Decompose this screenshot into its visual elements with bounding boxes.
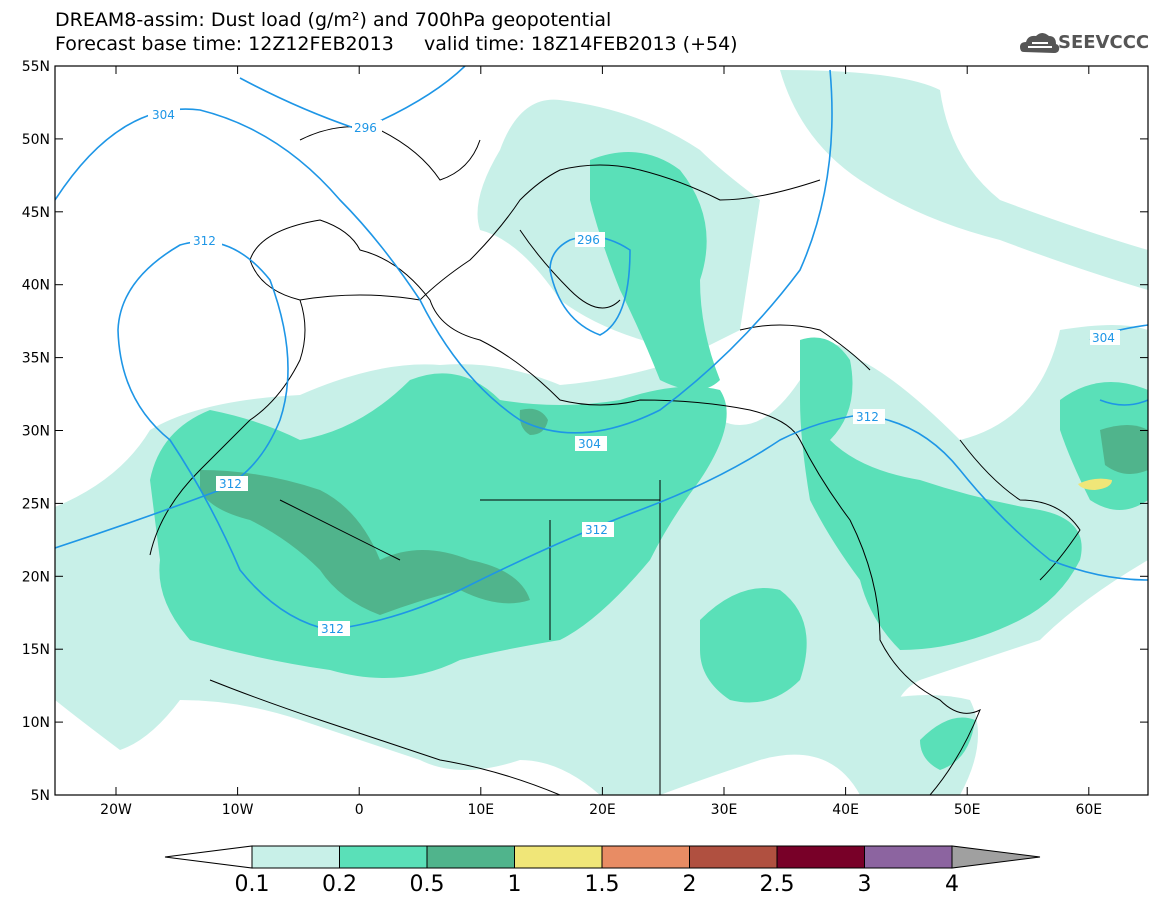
- lon-tick-label: 40E: [832, 802, 859, 818]
- lat-tick-label: 20N: [22, 569, 50, 585]
- geopotential-contours: [55, 66, 1148, 631]
- contour-label: 296: [354, 121, 377, 135]
- dust-region-02-sudan: [700, 588, 807, 703]
- contour-label: 312: [856, 410, 879, 424]
- colorbar-swatch: [776, 845, 865, 869]
- dust-region-1-oman: [1078, 478, 1112, 490]
- contour-label: 312: [219, 477, 242, 491]
- lat-tick-label: 55N: [22, 59, 50, 75]
- latitude-axis: 55N 50N 45N 40N 35N 30N 25N 20N 15N 10N 5N: [22, 59, 1148, 804]
- dust-region-05-gulf: [1100, 425, 1148, 474]
- contour-label: 312: [193, 234, 216, 248]
- map-subtitle: Forecast base time: 12Z12FEB2013 valid t…: [55, 33, 738, 55]
- lon-tick-label: 30E: [711, 802, 738, 818]
- contour-label: 304: [578, 437, 601, 451]
- colorbar-swatch: [689, 845, 778, 869]
- colorbar-label: 0.2: [322, 872, 357, 897]
- colorbar-label: 2: [682, 872, 697, 897]
- cloud-icon: [1020, 33, 1060, 53]
- lon-tick-label: 50E: [954, 802, 981, 818]
- dust-region-01-east: [780, 70, 1148, 290]
- colorbar-label: 2.5: [759, 872, 795, 897]
- colorbar-label: 1.5: [584, 872, 620, 897]
- contour-label: 312: [585, 523, 608, 537]
- colorbar-swatch: [426, 845, 515, 869]
- colorbar-swatch: [339, 845, 428, 869]
- lon-tick-label: 10E: [467, 802, 494, 818]
- colorbar-swatch: [601, 845, 690, 869]
- lat-tick-label: 30N: [22, 424, 50, 440]
- lat-tick-label: 10N: [22, 715, 50, 731]
- contour-label: 304: [1092, 331, 1115, 345]
- lat-tick-label: 35N: [22, 351, 50, 367]
- lat-tick-label: 15N: [22, 642, 50, 658]
- colorbar-label: 0.5: [409, 872, 445, 897]
- colorbar-swatch: [251, 845, 340, 869]
- colorbar-right-arrow: [951, 845, 1041, 869]
- lat-tick-label: 50N: [22, 132, 50, 148]
- contour-label: 312: [321, 622, 344, 636]
- lon-tick-label: 20W: [100, 802, 132, 818]
- lat-tick-label: 5N: [31, 788, 50, 804]
- colorbar-swatch: [864, 845, 953, 869]
- colorbar-label: 3: [857, 872, 872, 897]
- coastlines: [149, 126, 1081, 795]
- longitude-axis: 20W 10W 0 10E 20E 30E 40E 50E 60E: [100, 66, 1102, 818]
- lat-tick-label: 45N: [22, 205, 50, 221]
- colorbar: [164, 845, 1041, 869]
- colorbar-label: 4: [945, 872, 959, 897]
- lon-tick-label: 0: [355, 802, 364, 818]
- contour-label: 296: [577, 233, 600, 247]
- colorbar-label: 1: [507, 872, 522, 897]
- lon-tick-label: 10W: [222, 802, 254, 818]
- contour-labels: 304 296 312 296 304 304 312 312 312 312: [148, 107, 1120, 636]
- colorbar-left-arrow: [164, 845, 253, 869]
- colorbar-label: 0.1: [234, 872, 270, 897]
- colorbar-swatch: [514, 845, 603, 869]
- map-title: DREAM8-assim: Dust load (g/m²) and 700hP…: [55, 9, 612, 31]
- lon-tick-label: 20E: [589, 802, 616, 818]
- dust-region-02-balkans: [590, 152, 720, 390]
- dust-region-02-horn: [920, 717, 975, 770]
- contour-label: 304: [152, 108, 175, 122]
- lon-tick-label: 60E: [1075, 802, 1102, 818]
- logo-text: SEEVCCC: [1058, 32, 1150, 53]
- lat-tick-label: 40N: [22, 278, 50, 294]
- lat-tick-label: 25N: [22, 496, 50, 512]
